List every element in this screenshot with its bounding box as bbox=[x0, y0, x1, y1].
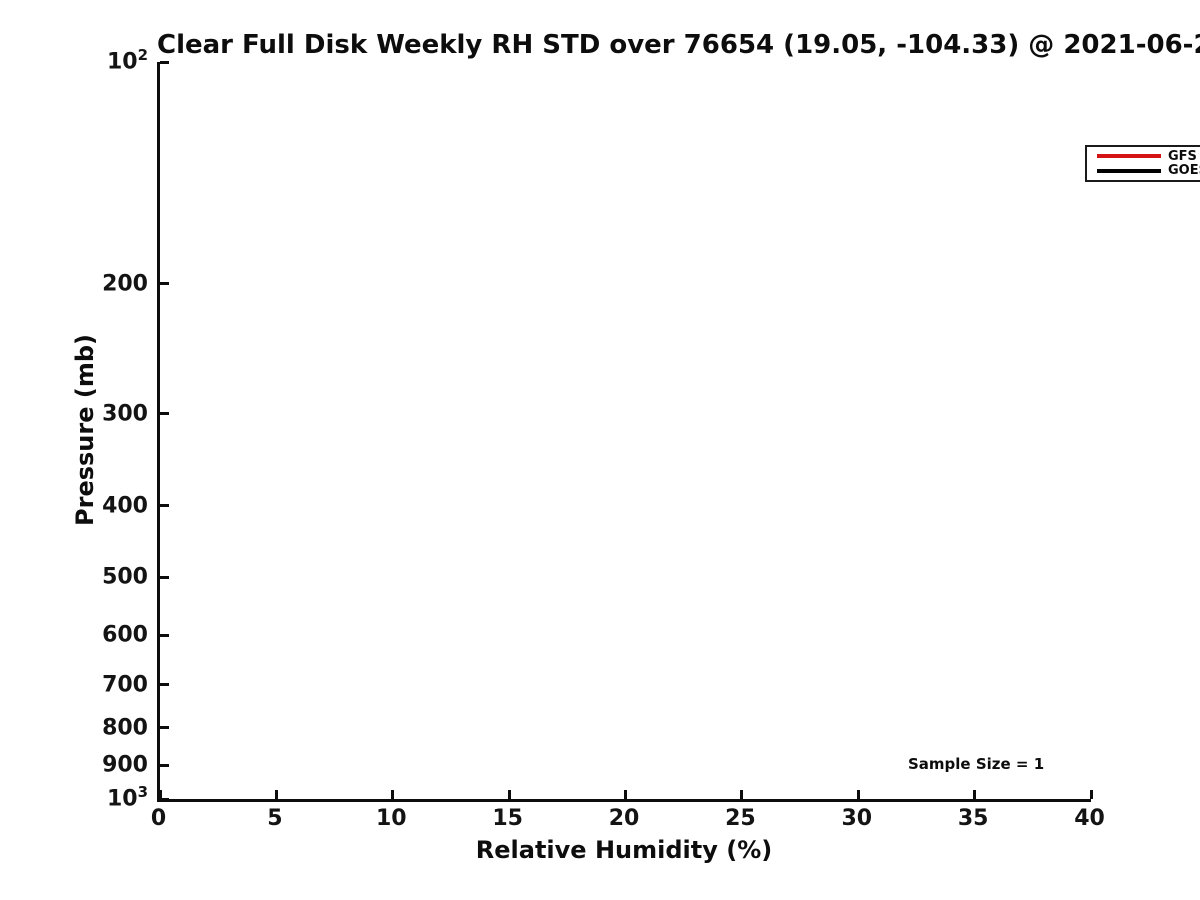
x-tick bbox=[856, 790, 860, 799]
chart-title: Clear Full Disk Weekly RH STD over 76654… bbox=[157, 30, 1200, 60]
y-tick-label: 800 bbox=[102, 715, 148, 741]
x-tick bbox=[507, 790, 511, 799]
x-tick-label: 25 bbox=[725, 806, 756, 831]
x-tick bbox=[158, 790, 162, 799]
y-tick bbox=[160, 763, 169, 767]
x-tick bbox=[973, 790, 977, 799]
goes16-line-swatch bbox=[1097, 168, 1161, 173]
x-tick bbox=[1089, 790, 1093, 799]
y-tick bbox=[160, 282, 169, 286]
x-tick-label: 10 bbox=[375, 806, 407, 831]
y-tick bbox=[160, 683, 169, 687]
x-tick-label: 30 bbox=[841, 806, 873, 831]
y-tick-label: 600 bbox=[102, 622, 148, 648]
x-axis-label: Relative Humidity (%) bbox=[475, 836, 773, 864]
x-tick bbox=[391, 790, 395, 799]
y-tick-label: 300 bbox=[102, 401, 148, 427]
x-tick-label: 0 bbox=[150, 806, 167, 831]
y-tick-label: 400 bbox=[102, 493, 148, 519]
y-tick bbox=[160, 504, 169, 508]
y-tick-label: 102 bbox=[106, 46, 148, 75]
y-tick bbox=[160, 60, 169, 64]
y-tick bbox=[160, 633, 169, 637]
y-tick-label: 500 bbox=[102, 564, 148, 590]
y-tick-label: 200 bbox=[102, 271, 148, 297]
legend-entry-gfs: GFS bbox=[1097, 149, 1200, 163]
y-tick-label: 900 bbox=[102, 752, 148, 778]
y-tick bbox=[160, 575, 169, 579]
legend-label-gfs: GFS bbox=[1168, 148, 1197, 164]
x-tick-label: 40 bbox=[1074, 806, 1105, 831]
x-tick bbox=[624, 790, 627, 799]
x-tick-label: 5 bbox=[267, 806, 283, 831]
x-tick bbox=[740, 790, 744, 799]
y-tick-label: 700 bbox=[102, 672, 148, 698]
y-tick bbox=[160, 726, 169, 730]
y-tick-label: 103 bbox=[106, 783, 148, 812]
x-tick-label: 15 bbox=[492, 806, 523, 831]
y-tick bbox=[160, 797, 169, 801]
x-tick bbox=[274, 790, 278, 799]
y-tick bbox=[160, 412, 169, 416]
data-series-layer bbox=[160, 62, 1091, 799]
x-tick-label: 20 bbox=[608, 806, 640, 831]
x-tick-label: 35 bbox=[957, 806, 989, 831]
gfs-line-swatch bbox=[1097, 154, 1161, 159]
sample-size-annotation: Sample Size = 1 bbox=[908, 755, 1045, 773]
